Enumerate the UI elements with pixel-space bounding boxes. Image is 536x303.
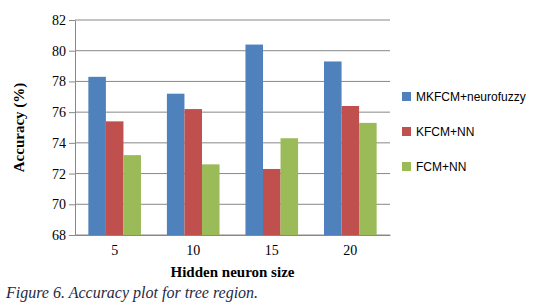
grid-line [75,20,390,21]
x-tick-label: 10 [186,243,200,258]
x-tick: 10 [186,235,200,258]
y-tick: 70 [52,197,75,212]
legend-item: KFCM+NN [402,125,474,139]
grid [75,20,390,235]
legend-swatch [402,92,411,101]
bar [184,109,202,235]
x-tick-label: 5 [111,243,118,258]
y-tick-label: 74 [52,136,66,151]
bar [106,121,124,235]
bar [281,138,299,235]
y-tick-mark [69,81,75,82]
bar [359,123,377,235]
y-tick: 68 [52,228,75,243]
y-tick: 74 [52,136,75,151]
plot-area: 68 70 72 74 76 78 80 82 5 10 15 20 [52,13,391,258]
x-tick: 5 [111,235,118,258]
y-axis-title: Accuracy (%) [11,83,28,173]
legend-label: FCM+NN [416,160,466,174]
bar [88,77,106,235]
y-tick-label: 82 [52,13,66,28]
bar-series [106,106,359,235]
y-axis-line [75,21,76,236]
bar-series [88,45,341,235]
grid-line [75,81,390,82]
legend-swatch [402,127,411,136]
y-tick-mark [69,204,75,205]
bars [88,45,376,235]
y-tick-label: 70 [52,197,66,212]
y-tick: 78 [52,74,75,89]
y-tick-label: 72 [52,167,66,182]
y-tick-label: 76 [52,105,66,120]
y-tick-mark [69,112,75,113]
grid-line [75,50,390,51]
chart: 68 70 72 74 76 78 80 82 5 10 15 20 Accuracy (%) Hidde… [0,0,536,303]
legend-item: MKFCM+neurofuzzy [402,90,526,104]
x-tick-label: 20 [343,243,357,258]
y-tick-mark [69,20,75,21]
y-tick: 76 [52,105,75,120]
y-tick-mark [69,51,75,52]
legend-item: FCM+NN [402,160,466,174]
bar [123,155,141,235]
caption: Figure 6. Accuracy plot for tree region. [5,284,258,302]
y-tick: 80 [52,44,75,59]
bar [202,164,220,235]
x-axis-line [76,235,391,236]
x-axis-title: Hidden neuron size [171,264,295,280]
y-tick-mark [69,174,75,175]
bar [342,106,360,235]
x-tick-label: 15 [265,243,279,258]
legend-label: MKFCM+neurofuzzy [416,90,526,104]
bar [245,45,263,235]
x-tick: 15 [265,235,279,258]
legend-label: KFCM+NN [416,125,474,139]
y-tick: 72 [52,167,75,182]
legend-swatch [402,162,411,171]
y-tick-label: 80 [52,44,66,59]
y-tick-label: 68 [52,228,66,243]
y-tick-mark [69,235,75,236]
y-axis: 68 70 72 74 76 78 80 82 [52,13,76,243]
x-axis: 5 10 15 20 [76,235,391,258]
bar [263,169,281,235]
bar-series [123,123,376,235]
y-tick-mark [69,143,75,144]
x-tick: 20 [343,235,357,258]
bar [167,94,185,235]
legend: MKFCM+neurofuzzy KFCM+NN FCM+NN [402,90,526,174]
y-tick-label: 78 [52,74,66,89]
bar [324,61,342,235]
y-tick: 82 [52,13,75,28]
